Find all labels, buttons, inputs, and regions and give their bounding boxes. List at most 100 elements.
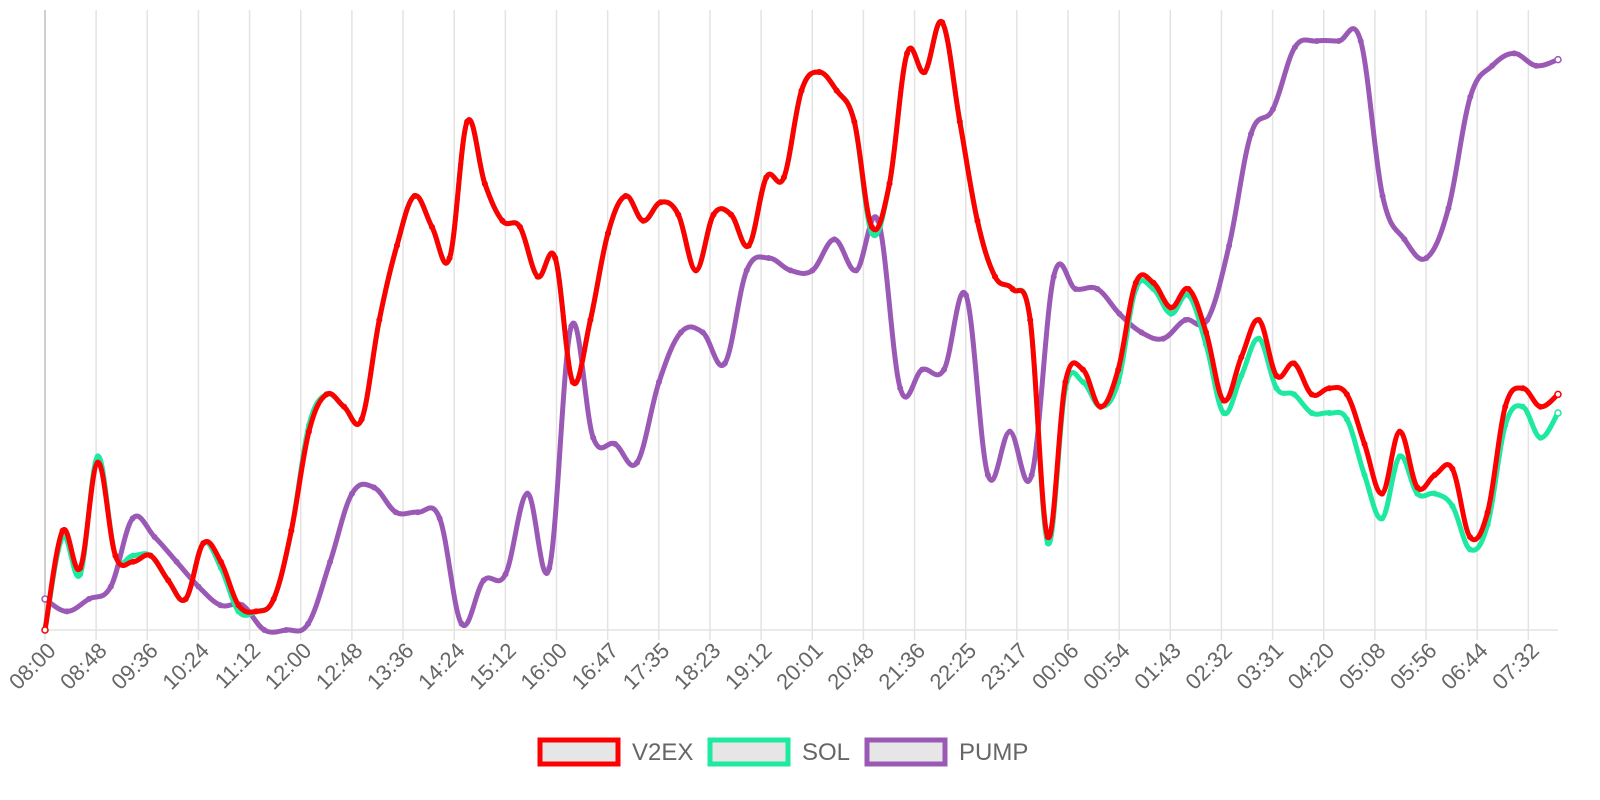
data-point-pump[interactable] [1028,472,1035,478]
data-point-pump[interactable] [787,267,794,274]
data-point-sol[interactable] [1168,310,1174,317]
data-point-pump[interactable] [1050,273,1057,280]
data-point-pump[interactable] [765,255,772,261]
data-point-pump[interactable] [1423,255,1430,261]
data-point-pump[interactable] [1160,335,1167,342]
data-point-v2ex[interactable] [130,558,136,565]
data-point-v2ex[interactable] [182,596,189,602]
data-point-pump[interactable] [590,434,597,441]
data-point-v2ex[interactable] [798,87,805,94]
data-point-sol[interactable] [130,552,136,559]
data-point-v2ex[interactable] [253,608,260,615]
data-point-v2ex[interactable] [833,87,840,94]
data-point-pump[interactable] [853,267,860,274]
data-point-pump[interactable] [261,627,268,633]
data-point-v2ex[interactable] [1291,360,1298,367]
legend-item-pump[interactable]: PUMP [864,737,1028,767]
data-point-v2ex[interactable] [1009,286,1016,292]
data-point-pump[interactable] [1445,205,1452,212]
data-point-v2ex[interactable] [728,211,735,218]
data-point-v2ex[interactable] [1027,317,1034,323]
data-point-pump[interactable] [327,558,334,565]
data-point-v2ex[interactable] [1062,379,1069,385]
data-point-pump[interactable] [984,472,991,478]
data-point-v2ex[interactable] [1168,304,1174,311]
data-point-sol[interactable] [1554,409,1562,417]
data-point-pump[interactable] [634,459,640,466]
data-point-v2ex[interactable] [1185,286,1192,292]
data-point-v2ex[interactable] [217,558,224,565]
data-point-pump[interactable] [217,602,224,609]
data-point-pump[interactable] [699,329,706,336]
data-point-v2ex[interactable] [868,224,875,230]
data-point-v2ex[interactable] [1554,390,1562,399]
legend-item-v2ex[interactable]: V2EX [537,737,693,767]
data-point-v2ex[interactable] [974,217,981,224]
series-line-pump[interactable] [42,26,1561,635]
data-point-sol[interactable] [1044,540,1051,547]
data-point-v2ex[interactable] [517,224,523,230]
data-point-pump[interactable] [151,534,158,540]
data-point-v2ex[interactable] [816,69,823,75]
data-point-sol[interactable] [1291,391,1298,398]
data-point-v2ex[interactable] [992,273,998,280]
data-point-v2ex[interactable] [1080,366,1086,373]
data-point-pump[interactable] [721,360,728,367]
data-point-v2ex[interactable] [763,174,770,181]
series-line-v2ex[interactable] [42,19,1561,633]
data-point-pump[interactable] [1511,50,1518,57]
data-point-v2ex[interactable] [904,50,911,57]
data-point-v2ex[interactable] [41,626,49,634]
data-point-pump[interactable] [195,583,202,590]
data-point-v2ex[interactable] [1273,372,1280,379]
data-point-pump[interactable] [283,627,290,633]
data-point-v2ex[interactable] [780,174,787,181]
data-point-pump[interactable] [546,565,553,571]
data-point-v2ex[interactable] [1326,385,1333,392]
data-point-v2ex[interactable] [288,527,295,534]
data-point-sol[interactable] [1255,335,1262,342]
data-point-v2ex[interactable] [1379,490,1386,497]
data-point-v2ex[interactable] [939,19,946,26]
data-point-pump[interactable] [568,323,575,330]
data-point-v2ex[interactable] [1308,391,1315,398]
data-point-pump[interactable] [1467,93,1474,100]
data-point-v2ex[interactable] [1150,279,1157,286]
data-point-v2ex[interactable] [499,217,506,224]
data-point-v2ex[interactable] [1220,397,1227,404]
data-point-v2ex[interactable] [886,180,893,187]
data-point-pump[interactable] [305,620,312,627]
data-point-sol[interactable] [1220,410,1227,416]
data-point-sol[interactable] [1379,515,1386,522]
data-point-v2ex[interactable] [745,242,752,249]
data-point-sol[interactable] [1396,453,1403,460]
data-point-v2ex[interactable] [552,255,559,261]
data-point-v2ex[interactable] [640,217,647,224]
data-point-v2ex[interactable] [341,403,348,410]
data-point-pump[interactable] [1379,193,1386,199]
data-point-pump[interactable] [480,577,487,584]
data-point-sol[interactable] [1537,434,1544,441]
data-point-sol[interactable] [1343,416,1350,423]
data-point-pump[interactable] [1204,317,1211,323]
data-point-pump[interactable] [1313,38,1320,44]
data-point-v2ex[interactable] [481,180,488,187]
data-point-pump[interactable] [1489,62,1496,69]
data-point-v2ex[interactable] [851,118,858,125]
data-point-v2ex[interactable] [921,69,928,75]
data-point-pump[interactable] [1182,317,1189,323]
data-point-pump[interactable] [502,571,509,578]
data-point-sol[interactable] [77,571,84,578]
data-point-pump[interactable] [63,608,70,615]
data-point-pump[interactable] [107,583,114,590]
data-point-pump[interactable] [349,490,355,497]
data-point-sol[interactable] [1467,546,1473,553]
data-point-pump[interactable] [1006,428,1013,435]
data-point-sol[interactable] [1361,472,1368,478]
data-point-pump[interactable] [1248,131,1254,137]
data-point-pump[interactable] [1533,62,1540,69]
data-point-v2ex[interactable] [1097,403,1104,410]
data-point-v2ex[interactable] [1396,428,1403,435]
data-point-v2ex[interactable] [94,459,101,466]
data-point-pump[interactable] [524,490,531,497]
